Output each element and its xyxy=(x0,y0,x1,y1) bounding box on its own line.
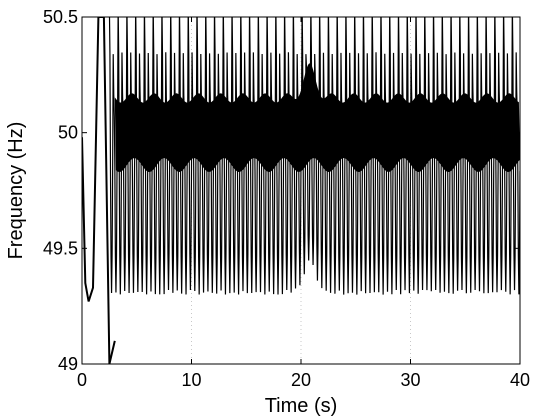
x-tick-label: 10 xyxy=(181,370,201,390)
y-tick-label: 49.5 xyxy=(43,238,78,258)
y-tick-label: 49 xyxy=(58,354,78,374)
y-axis-label: Frequency (Hz) xyxy=(5,122,27,260)
x-tick-label: 40 xyxy=(510,370,530,390)
dense-band xyxy=(114,63,520,172)
frequency-series xyxy=(82,17,520,364)
y-tick-label: 50 xyxy=(58,123,78,143)
oscillation-line xyxy=(108,17,520,295)
axis-ticks: 0 10 20 30 40 49 49.5 50 50.5 xyxy=(43,7,530,390)
transient-line xyxy=(82,17,116,364)
x-tick-label: 20 xyxy=(291,370,311,390)
y-tick-label: 50.5 xyxy=(43,7,78,27)
x-axis-label: Time (s) xyxy=(265,395,338,417)
x-tick-label: 0 xyxy=(77,370,87,390)
x-tick-label: 30 xyxy=(400,370,420,390)
